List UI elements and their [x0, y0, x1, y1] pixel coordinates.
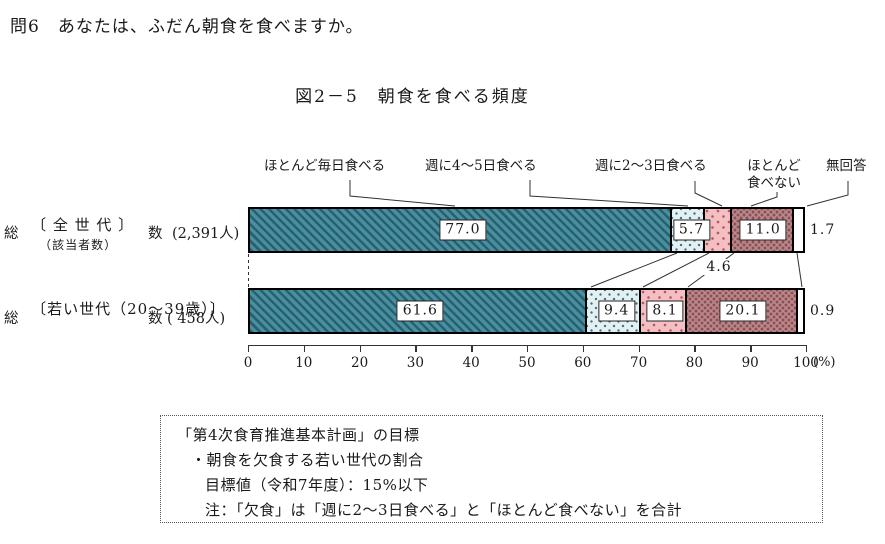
- axis-tick-label: 80: [685, 355, 703, 371]
- value-label: 77.0: [439, 219, 487, 241]
- group2-row-left: 総: [4, 311, 19, 327]
- axis-tick: [248, 345, 250, 352]
- group2-row-right: 数: [148, 311, 163, 327]
- group1-title: 〔 全 世 代 〕: [31, 216, 135, 234]
- axis-tick-label: 20: [351, 355, 369, 371]
- group2-title: 〔若い世代（20〜39歳）〕: [31, 300, 226, 318]
- value-label: 4.6: [703, 259, 735, 275]
- axis-tick-label: 10: [295, 355, 313, 371]
- x-axis-unit-label: (%): [813, 355, 836, 370]
- axis-tick: [806, 345, 808, 352]
- axis-tick: [750, 345, 752, 352]
- note-line-0: 「第4次食育推進基本計画」の目標: [177, 426, 420, 444]
- axis-tick: [582, 345, 585, 352]
- group1-subheading: （該当者数）: [39, 238, 118, 252]
- legend-item-4: 無回答: [826, 158, 867, 174]
- value-label: 61.6: [396, 300, 444, 322]
- legend-item-3: ほとんど 食べない: [747, 158, 801, 191]
- group1-count: (2,391人): [172, 226, 240, 242]
- group2-count: ( 458人): [167, 311, 226, 327]
- group1-heading: 〔 全 世 代 〕 （該当者数）: [8, 196, 134, 271]
- axis-tick-label: 100: [793, 355, 819, 371]
- figure-title: 図2－5 朝食を食べる頻度: [295, 87, 530, 107]
- axis-tick: [638, 345, 640, 352]
- value-label: 9.4: [597, 300, 636, 322]
- note-line-3: 注：「欠食」は「週に2〜3日食べる」と「ほとんど食べない」を合計: [205, 501, 683, 519]
- axis-tick-label: 30: [406, 355, 424, 371]
- value-label: 1.7: [810, 222, 836, 238]
- group2-heading: 〔若い世代（20〜39歳）〕: [8, 280, 226, 337]
- legend-item-2: 週に2〜3日食べる: [595, 158, 707, 174]
- axis-tick-label: 40: [462, 355, 480, 371]
- axis-tick-label: 90: [741, 355, 759, 371]
- legend-item-1: 週に4〜5日食べる: [425, 158, 537, 174]
- value-label: 20.1: [719, 300, 767, 322]
- value-label: 11.0: [739, 219, 787, 241]
- segment-無回答: [796, 290, 803, 332]
- segment-無回答: [791, 209, 803, 251]
- axis-tick: [415, 345, 417, 352]
- note-line-2: 目標値（令和7年度）：15%以下: [205, 476, 429, 494]
- group1-row-left: 総: [4, 226, 19, 242]
- value-label: 5.7: [672, 219, 711, 241]
- axis-tick: [527, 345, 529, 352]
- question-text: 問6 あなたは、ふだん朝食を食べますか。: [10, 17, 364, 37]
- group1-row-right: 数: [148, 226, 163, 242]
- value-label: 8.1: [646, 300, 684, 322]
- value-label: 0.9: [810, 303, 836, 319]
- note-box: 「第4次食育推進基本計画」の目標・朝食を欠食する若い世代の割合目標値（令和7年度…: [160, 415, 823, 523]
- axis-tick-label: 50: [518, 355, 536, 371]
- axis-tick: [303, 345, 306, 352]
- note-line-1: ・朝食を欠食する若い世代の割合: [191, 451, 424, 469]
- segment-週に2〜3日食べる: [702, 209, 730, 251]
- bar-all-generations: [248, 207, 805, 253]
- bar-young-generation: [248, 288, 805, 334]
- axis-tick-label: 0: [243, 355, 253, 371]
- axis-tick-label: 70: [630, 355, 648, 371]
- axis-tick: [694, 345, 696, 352]
- axis-tick: [359, 345, 361, 352]
- axis-tick-label: 60: [574, 355, 592, 371]
- legend-item-0: ほとんど毎日食べる: [264, 158, 386, 174]
- axis-tick: [471, 345, 473, 352]
